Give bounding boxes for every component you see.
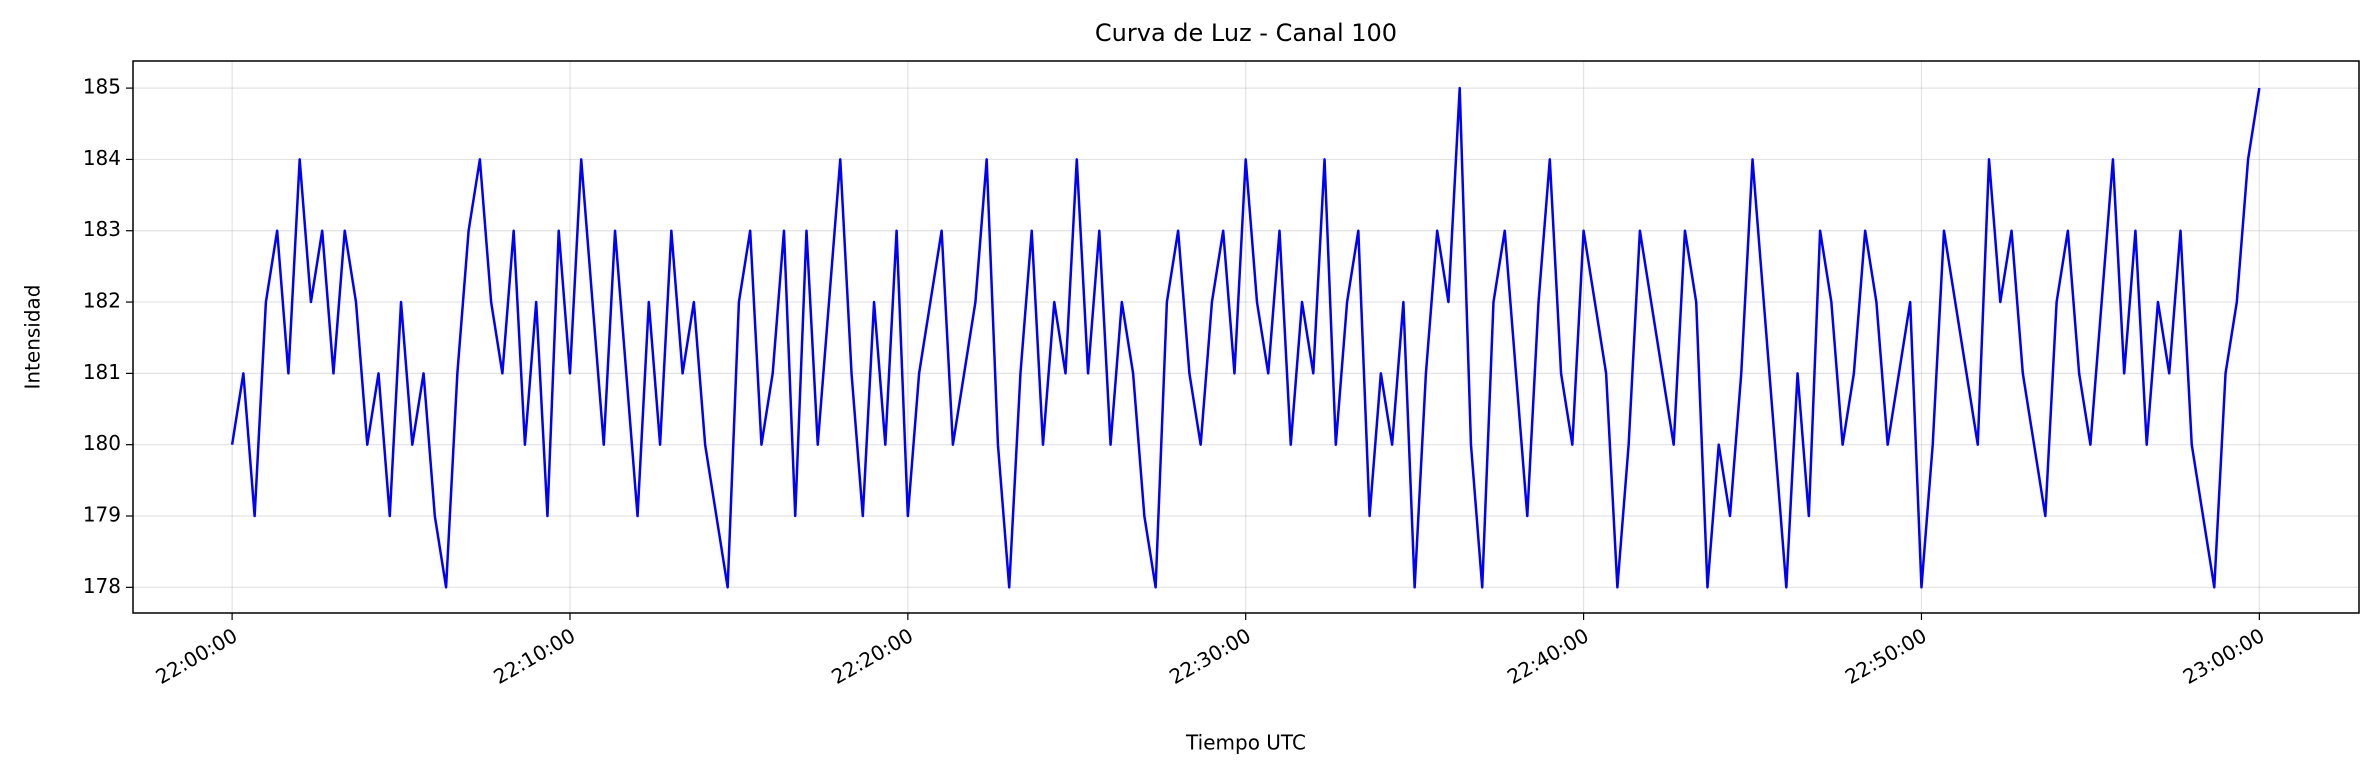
x-tick-label: 22:20:00 xyxy=(827,623,917,689)
y-tick-label: 179 xyxy=(83,503,121,527)
x-tick-label: 22:40:00 xyxy=(1503,623,1593,689)
y-tick-label: 185 xyxy=(83,75,121,99)
x-tick-label: 22:30:00 xyxy=(1165,623,1255,689)
grid xyxy=(133,61,2359,613)
x-tick-label: 22:50:00 xyxy=(1841,623,1931,689)
x-axis-label: Tiempo UTC xyxy=(1185,731,1306,755)
plot xyxy=(230,86,2261,589)
axes: 178 179 180 181 182 183 184 185 22:00:00 22:10:00… xyxy=(83,75,2269,689)
chart-title: Curva de Luz - Canal 100 xyxy=(1095,19,1397,47)
y-tick-label: 182 xyxy=(83,289,121,313)
y-tick-label: 183 xyxy=(83,217,121,241)
y-tick-label: 181 xyxy=(83,360,121,384)
y-tick-label: 178 xyxy=(83,574,121,598)
x-tick-label: 22:10:00 xyxy=(489,623,579,689)
x-tick-label: 22:00:00 xyxy=(152,623,242,689)
y-tick-label: 180 xyxy=(83,431,121,455)
y-tick-label: 184 xyxy=(83,146,121,170)
data-line xyxy=(230,86,2261,589)
y-axis-label: Intensidad xyxy=(21,284,45,389)
x-tick-label: 23:00:00 xyxy=(2179,623,2269,689)
